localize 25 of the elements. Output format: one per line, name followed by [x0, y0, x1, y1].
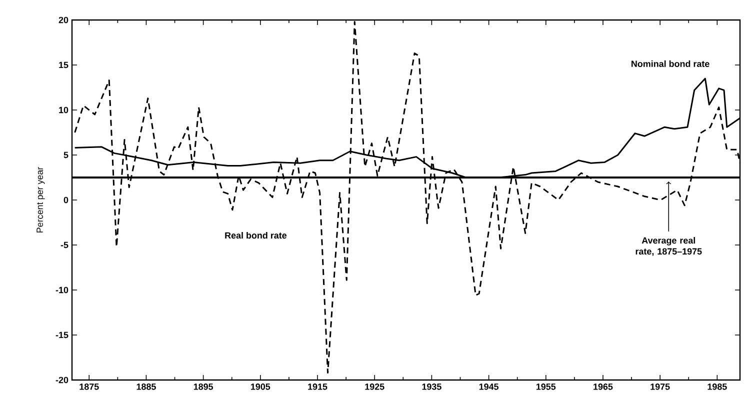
x-tick-label: 1955	[536, 384, 556, 390]
y-tick-label: 15	[59, 62, 68, 68]
y-tick-label: -15	[56, 332, 68, 338]
x-tick-label: 1895	[194, 384, 214, 390]
y-tick-label: -10	[56, 286, 68, 294]
y-tick-label: 10	[59, 106, 68, 114]
x-tick-label: 1905	[251, 384, 270, 390]
x-tick-label: 1945	[479, 384, 499, 390]
y-tick-label: 5	[64, 152, 68, 158]
x-tick-label: 1975	[650, 384, 670, 390]
x-tick-label: 1915	[308, 384, 328, 390]
text: Real bond rate	[225, 232, 287, 239]
y-tick-label: -20	[56, 376, 68, 384]
ref-line-label: Average real rate, 1875–1975	[636, 237, 702, 256]
x-tick-label: 1935	[422, 384, 442, 390]
x-tick-label: 1925	[365, 384, 384, 390]
x-tick-label: 1875	[80, 384, 99, 390]
series-label: Nominal bond rate	[632, 60, 710, 67]
y-tick-label: 0	[64, 196, 68, 204]
x-tick-label: 1985	[708, 384, 727, 390]
x-tick-label: 1885	[136, 384, 156, 390]
x-tick-label: 1965	[594, 384, 613, 390]
y-tick-label: 20	[58, 16, 68, 24]
y-tick-label: -5	[60, 242, 68, 248]
y-axis-title: Percent per year	[36, 167, 45, 232]
